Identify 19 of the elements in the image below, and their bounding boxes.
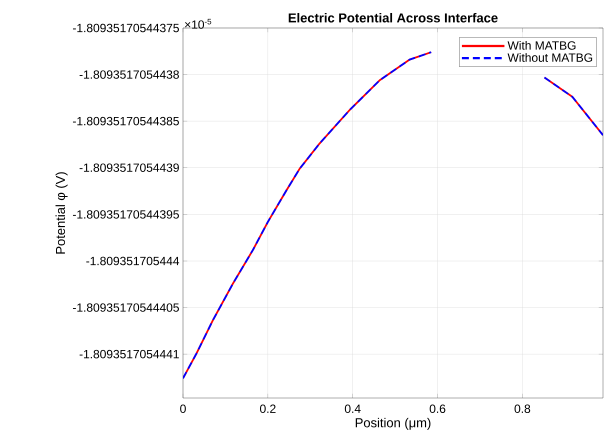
annotation: ×10$^{-5}$ (185, 18, 212, 29)
legend-label: Without MATBG (508, 53, 592, 62)
y-tick-label: -1.80935170544375 (72, 24, 179, 32)
x-tick-label: 0.6 (430, 404, 446, 413)
y-tick-label: -1.8093517054438 (80, 70, 179, 79)
y-tick-label: -1.80935170544395 (72, 210, 179, 219)
x-tick-label: 0.2 (260, 404, 276, 413)
legend-label: With MATBG (508, 40, 576, 50)
x-tick-label: 0 (180, 404, 186, 413)
x-tick-label: 0.8 (514, 404, 530, 413)
y-tick-label: -1.80935170544385 (72, 116, 179, 126)
y-tick-label: -1.80935170544405 (72, 303, 179, 312)
y-tick-label: -1.8093517054441 (80, 350, 179, 358)
y-axis-title: Potential φ (V) (56, 172, 68, 254)
x-tick-label: 0.4 (344, 404, 361, 413)
y-tick-label: -1.8093517054439 (80, 163, 179, 172)
chart-title: Electric Potential Across Interface (288, 12, 498, 22)
x-axis-title: Position (μm) (356, 418, 430, 430)
y-tick-label: -1.809351705444 (86, 256, 180, 266)
